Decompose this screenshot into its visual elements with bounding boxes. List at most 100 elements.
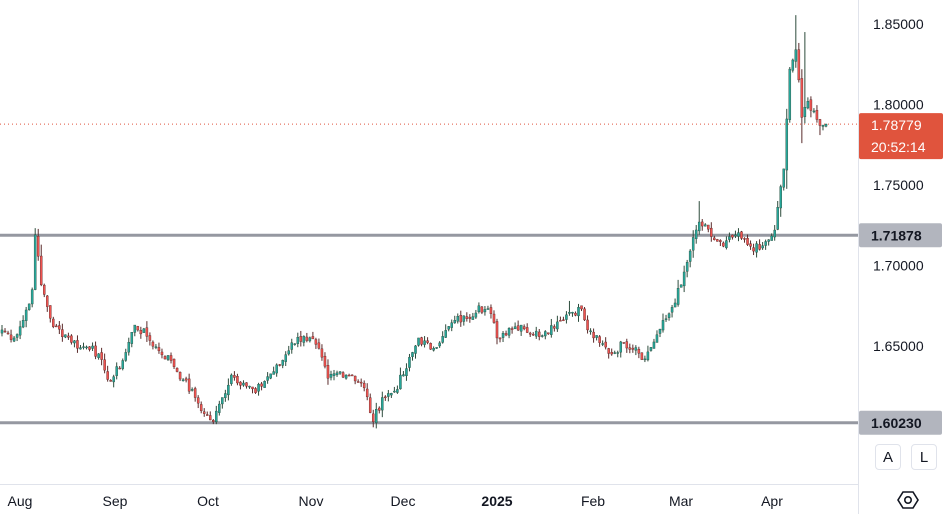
candle[interactable]	[190, 387, 194, 392]
candle[interactable]	[248, 385, 251, 389]
candle[interactable]	[595, 335, 598, 341]
candle[interactable]	[215, 405, 218, 425]
candle[interactable]	[61, 323, 64, 342]
candle[interactable]	[79, 344, 82, 350]
candle[interactable]	[332, 369, 336, 381]
candle[interactable]	[655, 330, 659, 343]
candle[interactable]	[85, 345, 88, 350]
candle[interactable]	[746, 234, 749, 246]
candle[interactable]	[359, 378, 363, 387]
candle[interactable]	[266, 372, 269, 384]
candle[interactable]	[293, 343, 297, 346]
candle[interactable]	[501, 331, 505, 342]
candle[interactable]	[453, 315, 457, 324]
candle[interactable]	[205, 411, 209, 416]
candle[interactable]	[586, 315, 589, 334]
candle[interactable]	[55, 323, 58, 328]
candle[interactable]	[49, 305, 52, 323]
candle[interactable]	[423, 336, 426, 348]
candle[interactable]	[36, 228, 40, 261]
candle[interactable]	[583, 307, 586, 321]
candle[interactable]	[697, 201, 701, 235]
candle[interactable]	[734, 230, 737, 239]
candle[interactable]	[18, 320, 22, 340]
candle[interactable]	[685, 259, 689, 278]
candle[interactable]	[308, 336, 312, 343]
candle[interactable]	[809, 96, 813, 118]
candle[interactable]	[538, 329, 541, 341]
candle[interactable]	[272, 366, 275, 375]
candle[interactable]	[212, 419, 215, 425]
candle[interactable]	[118, 366, 121, 370]
candle[interactable]	[402, 371, 405, 377]
candle[interactable]	[58, 321, 61, 335]
candle[interactable]	[550, 318, 553, 338]
candle[interactable]	[513, 322, 517, 330]
candle[interactable]	[112, 374, 115, 388]
candle[interactable]	[601, 340, 604, 347]
candle[interactable]	[525, 323, 529, 334]
candle[interactable]	[541, 334, 544, 338]
candle[interactable]	[565, 311, 568, 324]
candle[interactable]	[145, 321, 149, 342]
candle[interactable]	[607, 347, 610, 359]
candle[interactable]	[365, 383, 369, 401]
candle[interactable]	[640, 352, 644, 360]
candle[interactable]	[767, 239, 770, 246]
candle[interactable]	[785, 108, 789, 189]
candle[interactable]	[598, 335, 601, 347]
candle[interactable]	[643, 355, 647, 363]
candle[interactable]	[251, 386, 254, 394]
candle[interactable]	[151, 340, 155, 350]
candle[interactable]	[73, 340, 76, 348]
candle[interactable]	[788, 67, 792, 123]
candle[interactable]	[130, 332, 134, 348]
candle[interactable]	[791, 58, 795, 73]
candle[interactable]	[160, 348, 164, 359]
candle[interactable]	[761, 242, 764, 250]
candle[interactable]	[100, 347, 103, 366]
candle[interactable]	[713, 235, 716, 241]
candle[interactable]	[275, 363, 278, 377]
candle[interactable]	[495, 318, 499, 345]
candle[interactable]	[39, 244, 43, 287]
candle[interactable]	[498, 337, 502, 343]
candle[interactable]	[414, 345, 417, 359]
candle[interactable]	[70, 334, 73, 345]
candle[interactable]	[103, 353, 106, 374]
log-scale-button[interactable]: L	[911, 444, 937, 470]
candle[interactable]	[794, 15, 798, 68]
candle[interactable]	[728, 232, 731, 243]
candle[interactable]	[658, 328, 662, 338]
candle[interactable]	[824, 123, 828, 128]
candle[interactable]	[245, 382, 248, 389]
candle[interactable]	[553, 324, 556, 332]
candle[interactable]	[462, 315, 466, 326]
candle[interactable]	[299, 330, 303, 347]
candle[interactable]	[700, 219, 704, 231]
candle[interactable]	[166, 355, 170, 361]
candle[interactable]	[507, 327, 511, 339]
candle[interactable]	[770, 233, 773, 241]
candle[interactable]	[269, 373, 272, 380]
candle[interactable]	[97, 353, 100, 360]
candle[interactable]	[616, 350, 619, 358]
candle[interactable]	[254, 387, 257, 394]
candle[interactable]	[743, 237, 746, 243]
candle[interactable]	[88, 346, 91, 352]
candle[interactable]	[716, 238, 719, 242]
candle[interactable]	[821, 124, 825, 131]
candle[interactable]	[323, 352, 327, 369]
plot-area[interactable]	[0, 15, 858, 429]
candle[interactable]	[148, 332, 152, 346]
candle[interactable]	[719, 239, 722, 247]
candle[interactable]	[571, 311, 574, 317]
candle[interactable]	[580, 305, 583, 312]
candle[interactable]	[199, 401, 203, 414]
candle[interactable]	[263, 380, 266, 388]
candle[interactable]	[109, 379, 112, 382]
candle[interactable]	[127, 337, 131, 356]
candle[interactable]	[260, 381, 263, 391]
candle[interactable]	[314, 337, 318, 349]
candle[interactable]	[556, 315, 559, 332]
